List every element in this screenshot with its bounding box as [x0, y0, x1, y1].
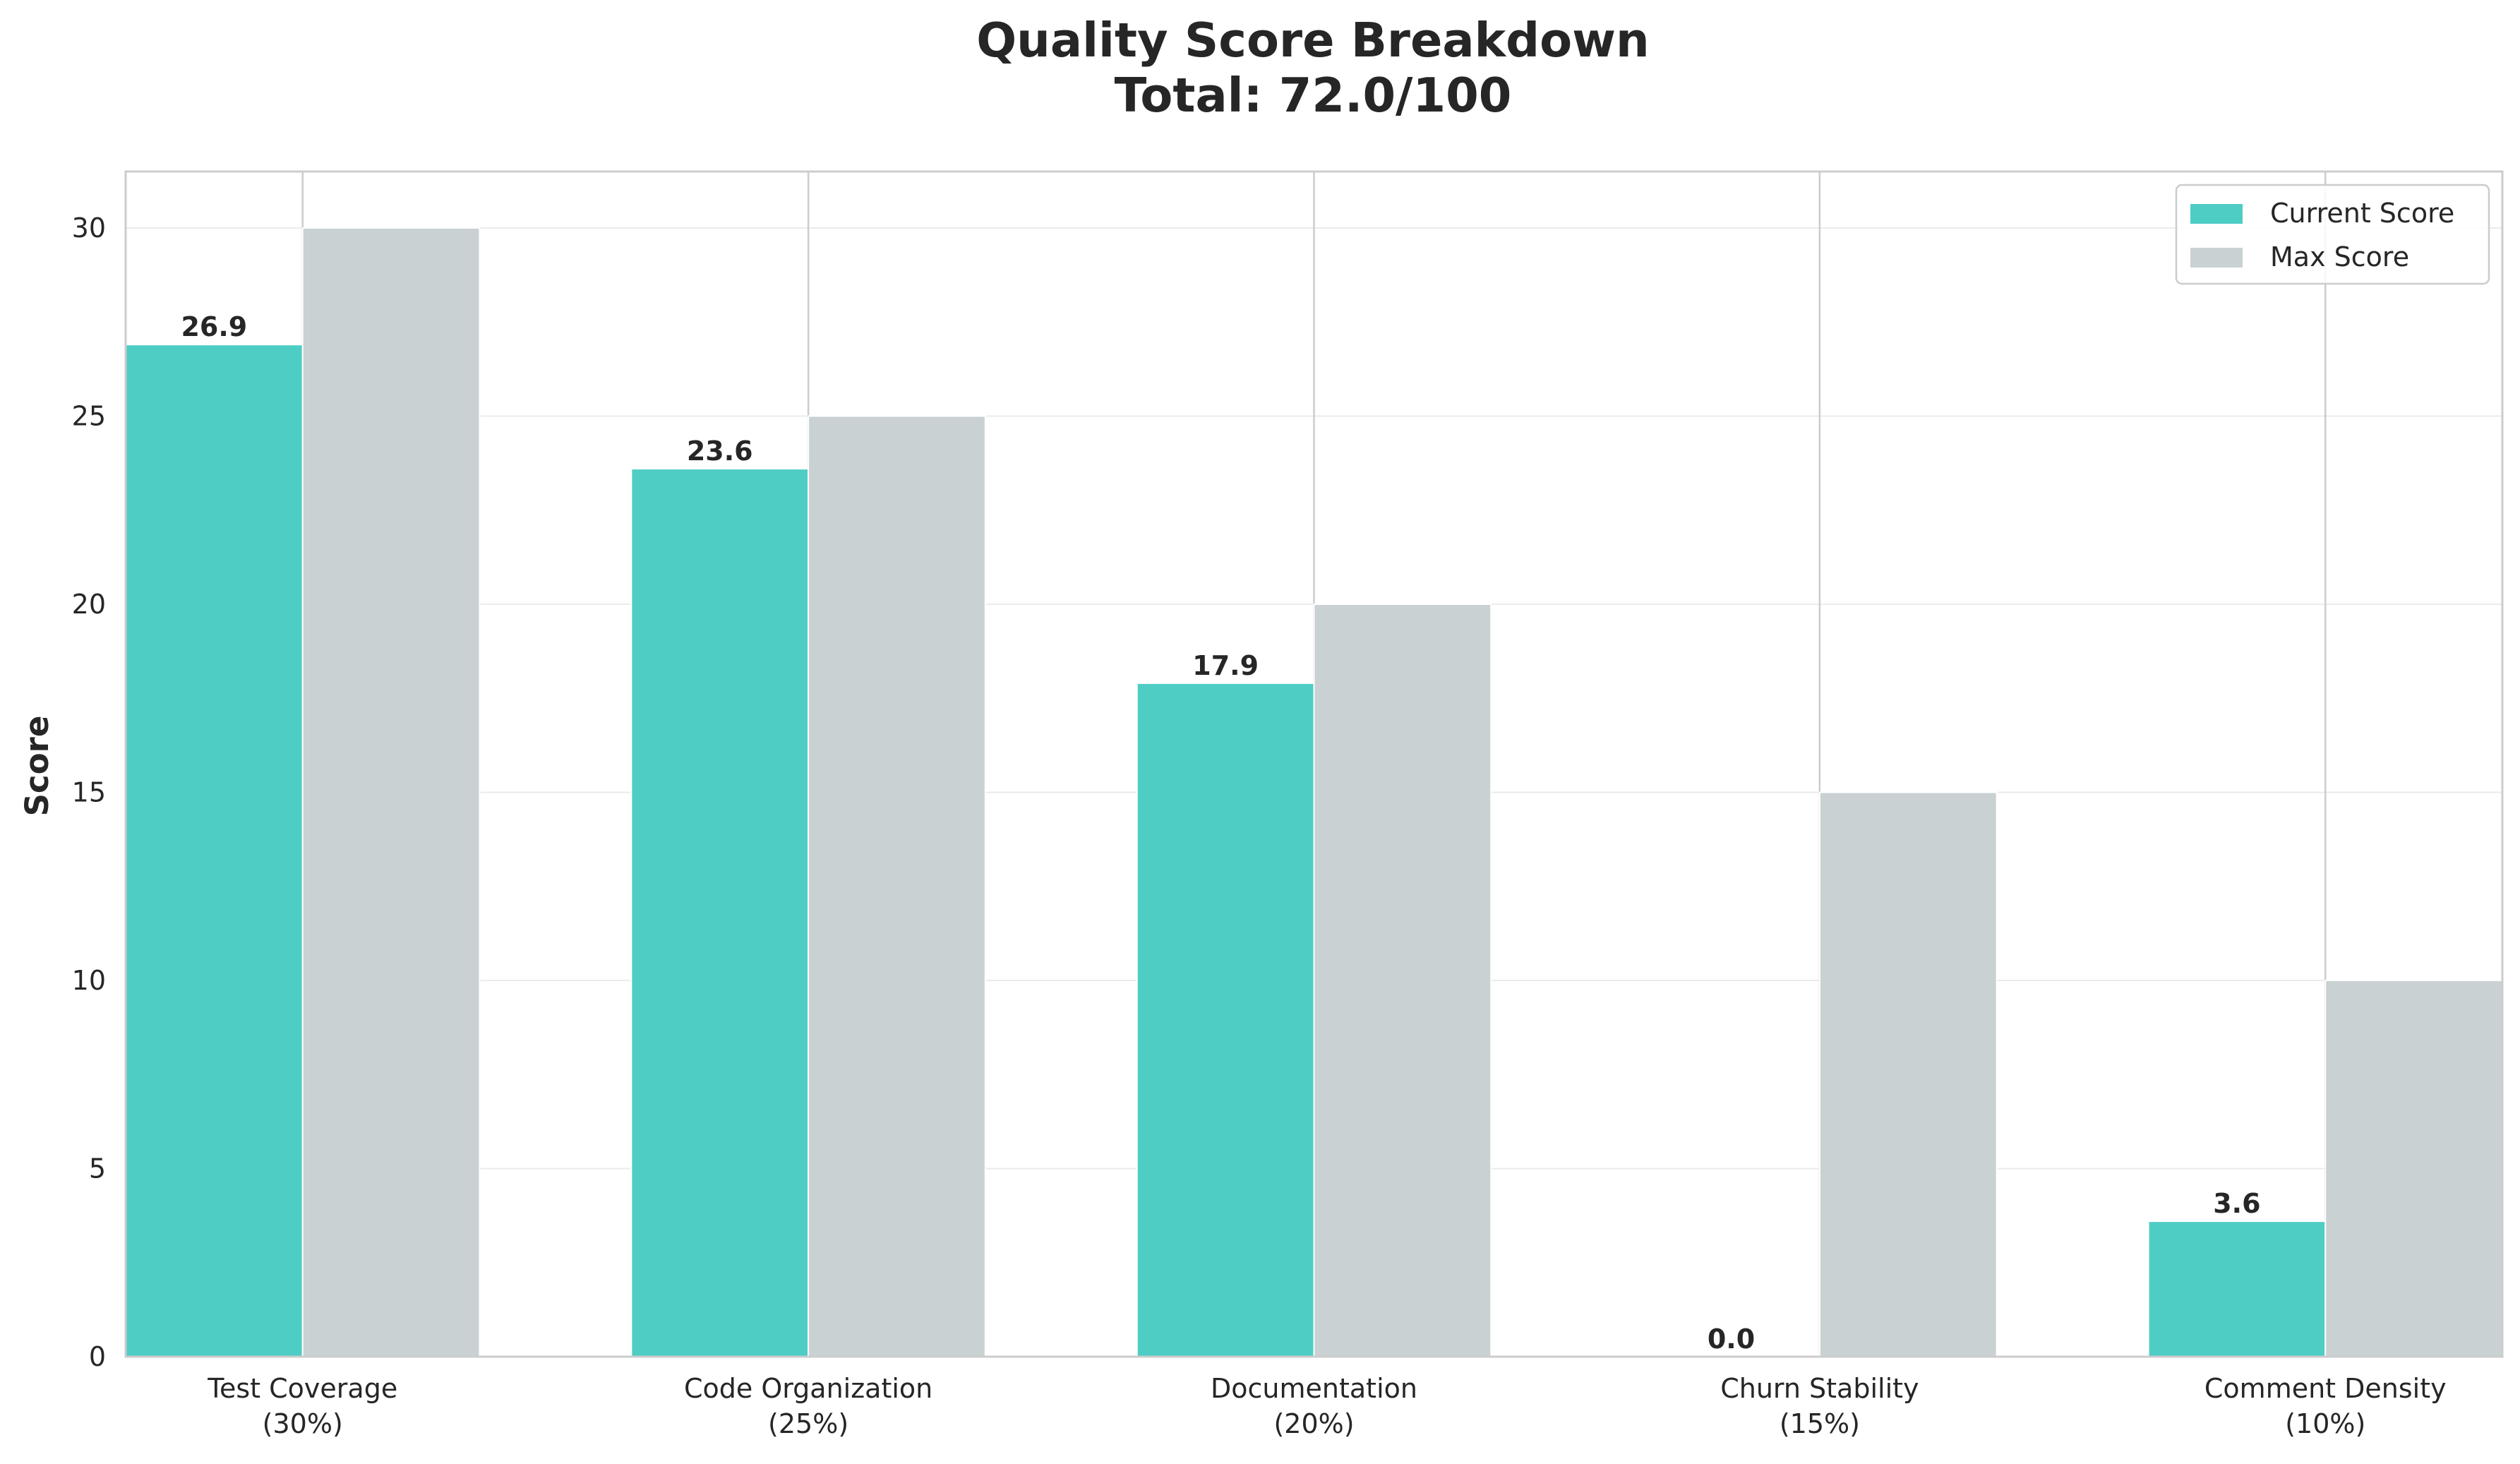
bar-value-label: 17.9: [1192, 650, 1259, 681]
legend-swatch: [2190, 204, 2243, 224]
y-tick-label: 0: [89, 1341, 106, 1372]
y-tick-label: 25: [72, 400, 106, 431]
chart-subtitle: Total: 72.0/100: [1115, 68, 1512, 123]
x-tick-label: Test Coverage: [207, 1373, 397, 1404]
y-tick-label: 20: [72, 589, 106, 620]
x-tick-label: (10%): [2285, 1408, 2365, 1439]
y-tick-label: 30: [72, 212, 106, 244]
x-tick-label: (25%): [768, 1408, 848, 1439]
bar-value-label: 3.6: [2213, 1188, 2260, 1219]
x-tick-label: Churn Stability: [1720, 1373, 1919, 1404]
y-tick-label: 15: [72, 776, 106, 808]
plot-frame: [124, 170, 2504, 1358]
chart-title: Quality Score Breakdown: [976, 13, 1650, 68]
y-tick-label: 10: [72, 965, 106, 996]
x-tick-label: Comment Density: [2204, 1373, 2447, 1404]
x-tick-label: Documentation: [1211, 1373, 1417, 1404]
bar-value-label: 0.0: [1708, 1324, 1755, 1355]
bar-current-score: [125, 344, 304, 1358]
legend: Current Score Max Score: [2175, 184, 2490, 285]
x-tick-label: (30%): [263, 1408, 343, 1439]
bar-current-score: [2147, 1220, 2327, 1357]
data-labels-layer: 26.9 23.6 17.9 0.0 3.6: [181, 311, 2260, 1355]
legend-box: [2175, 184, 2490, 285]
bar-value-label: 23.6: [687, 436, 753, 467]
bar-max-score: [2324, 979, 2503, 1357]
axes-layer: 0 5 10 15 20 25 30 Test Coverage (30%) Code Organ…: [72, 170, 2504, 1439]
bar-value-label: 26.9: [181, 311, 247, 342]
x-tick-label: (15%): [1780, 1408, 1860, 1439]
legend-label: Max Score: [2270, 241, 2409, 272]
bar-max-score: [301, 227, 481, 1357]
bar-max-score: [808, 415, 986, 1357]
legend-label: Current Score: [2270, 198, 2454, 229]
bar-max-score: [1313, 603, 1492, 1357]
legend-swatch: [2190, 248, 2243, 268]
bar-current-score: [1136, 682, 1315, 1357]
x-tick-label: (20%): [1273, 1408, 1354, 1439]
bar-max-score: [1818, 791, 1998, 1357]
y-tick-label: 5: [89, 1153, 106, 1184]
x-tick-label: Code Organization: [684, 1373, 932, 1404]
bar-current-score: [630, 468, 810, 1357]
bars-layer: [125, 227, 2503, 1358]
y-axis-label: Score: [18, 716, 56, 817]
